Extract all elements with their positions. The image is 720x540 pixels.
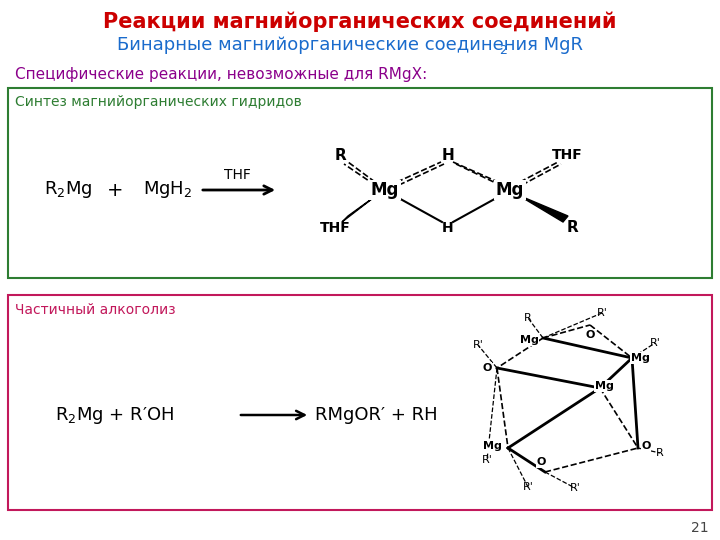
Text: 21: 21: [691, 521, 708, 535]
Text: R': R': [482, 455, 492, 465]
Text: Частичный алкоголиз: Частичный алкоголиз: [15, 303, 176, 317]
Text: Mg: Mg: [631, 353, 649, 363]
Bar: [8, 88, 712, 278]
Text: R': R': [472, 340, 483, 350]
Text: THF: THF: [320, 221, 351, 235]
Text: R': R': [523, 482, 534, 492]
Polygon shape: [518, 195, 568, 222]
Text: H: H: [441, 147, 454, 163]
Text: R': R': [570, 483, 580, 493]
Text: THF: THF: [224, 168, 251, 182]
Text: Mg: Mg: [371, 181, 399, 199]
Text: MgH$_2$: MgH$_2$: [143, 179, 193, 200]
Text: R': R': [597, 308, 608, 318]
Text: O: O: [642, 441, 651, 451]
Text: Mg: Mg: [520, 335, 539, 345]
Text: R$_2$Mg + R′OH: R$_2$Mg + R′OH: [55, 404, 174, 426]
Text: THF: THF: [552, 148, 582, 162]
Text: Mg: Mg: [482, 441, 501, 451]
Text: R: R: [656, 448, 664, 458]
Text: O: O: [482, 363, 492, 373]
Text: R: R: [524, 313, 532, 323]
Bar: [8, 295, 712, 510]
Text: Специфические реакции, невозможные для RMgX:: Специфические реакции, невозможные для R…: [15, 68, 427, 83]
Text: Mg: Mg: [595, 381, 613, 391]
Text: Синтез магнийорганических гидридов: Синтез магнийорганических гидридов: [15, 95, 302, 109]
Text: H: H: [442, 221, 454, 235]
Text: Mg: Mg: [496, 181, 524, 199]
Text: 2: 2: [499, 44, 507, 57]
Text: RMgOR′ + RH: RMgOR′ + RH: [315, 406, 438, 424]
Text: +: +: [107, 180, 123, 199]
Text: R$_2$Mg: R$_2$Mg: [44, 179, 92, 200]
Text: Реакции магнийорганических соединений: Реакции магнийорганических соединений: [103, 12, 617, 32]
Text: R: R: [334, 147, 346, 163]
Text: R: R: [566, 220, 578, 235]
Text: R': R': [649, 338, 660, 348]
Text: O: O: [585, 330, 595, 340]
Text: O: O: [536, 457, 546, 467]
Text: Бинарные магнийорганические соединения MgR: Бинарные магнийорганические соединения M…: [117, 36, 583, 54]
Polygon shape: [342, 195, 377, 222]
